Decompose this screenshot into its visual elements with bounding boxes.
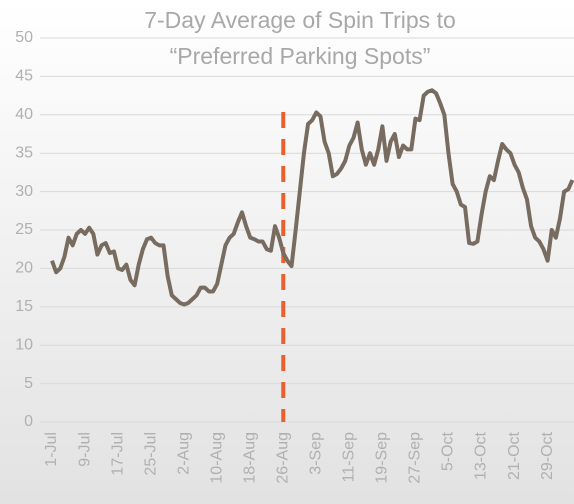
x-tick-label: 1-Jul xyxy=(43,432,60,467)
x-tick-label: 26-Aug xyxy=(274,432,291,484)
x-tick-label: 9-Jul xyxy=(76,432,93,467)
title: 7-Day Average of Spin Trips to “Preferred… xyxy=(144,7,456,69)
x-tick-label: 17-Jul xyxy=(109,432,126,476)
y-tick-label: 50 xyxy=(15,29,33,46)
x-tick-label: 29-Oct xyxy=(539,431,556,480)
x-tick-label: 10-Aug xyxy=(208,432,225,484)
x-tick-label: 18-Aug xyxy=(241,432,258,484)
y-tick-label: 40 xyxy=(15,106,33,123)
y-tick-label: 35 xyxy=(15,144,33,161)
chart-title: 7-Day Average of Spin Trips to xyxy=(144,7,456,33)
x-tick-label: 19-Sep xyxy=(374,432,391,484)
y-tick-label: 5 xyxy=(24,375,33,392)
x-tick-label: 3-Sep xyxy=(308,432,325,475)
x-tick-label: 25-Jul xyxy=(142,432,159,476)
y-tick-label: 15 xyxy=(15,298,33,315)
x-tick-label: 13-Oct xyxy=(473,431,490,480)
y-tick-label: 30 xyxy=(15,183,33,200)
y-tick-label: 10 xyxy=(15,336,33,353)
chart-title: “Preferred Parking Spots” xyxy=(170,43,431,69)
y-tick-label: 45 xyxy=(15,68,33,85)
y-tick-label: 20 xyxy=(15,260,33,277)
data-line xyxy=(50,88,574,307)
y-tick-label: 0 xyxy=(24,413,33,430)
x-tick-label: 27-Sep xyxy=(407,432,424,484)
x-tick-label: 5-Oct xyxy=(440,431,457,471)
y-tick-label: 25 xyxy=(15,221,33,238)
x-tick-label: 2-Aug xyxy=(175,432,192,475)
x-tick-label: 11-Sep xyxy=(341,432,358,483)
x-tick-label: 21-Oct xyxy=(506,431,523,480)
